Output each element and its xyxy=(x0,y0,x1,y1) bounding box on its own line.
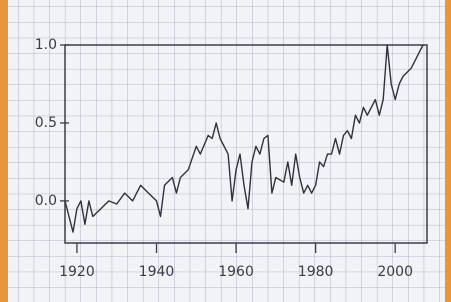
y-tick-label: 0.5 xyxy=(35,115,57,131)
x-tick-label: 2000 xyxy=(377,264,413,280)
page: {"chart_data": {"type": "line", "x": [19… xyxy=(0,0,451,302)
x-tick-label: 1920 xyxy=(59,264,95,280)
y-tick-label: 0.0 xyxy=(35,193,57,209)
x-tick-label: 1940 xyxy=(139,264,175,280)
x-tick-label: 1980 xyxy=(298,264,334,280)
y-tick-label: 1.0 xyxy=(35,37,57,53)
chart: 0.0 0.5 1.0 1920 1940 1960 1980 2000 xyxy=(0,0,451,302)
x-tick-label: 1960 xyxy=(218,264,254,280)
